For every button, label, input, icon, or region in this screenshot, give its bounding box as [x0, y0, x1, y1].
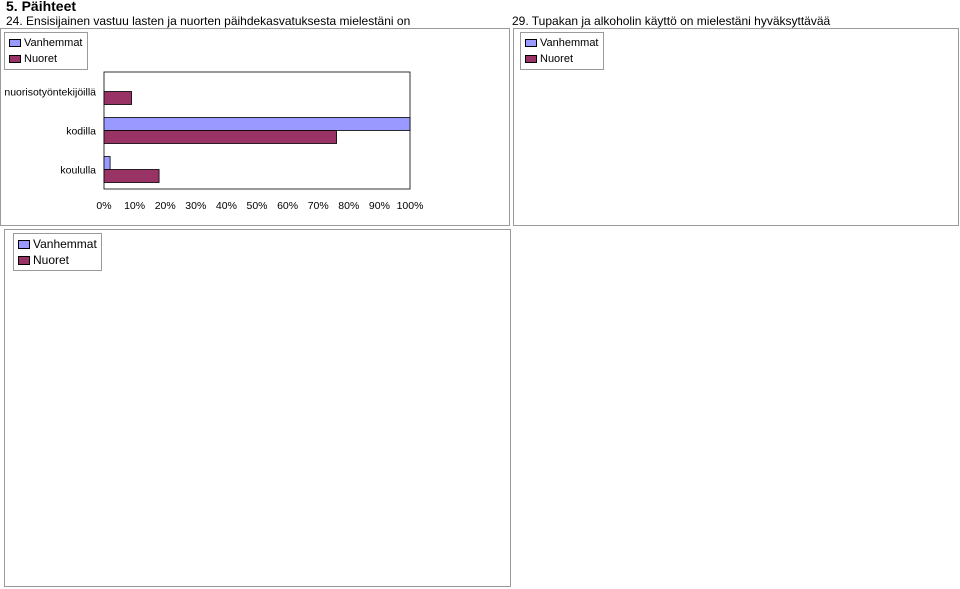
- chart1-bar-young: [103, 169, 160, 183]
- chart1-tick-label: 50%: [246, 200, 267, 212]
- legend-swatch-young: [18, 255, 30, 265]
- chart1-bar-young: [103, 130, 337, 144]
- chart1-bar-young: [103, 91, 132, 105]
- chart1-legend-item-young: Nuoret: [9, 51, 83, 67]
- legend-swatch-young: [9, 55, 21, 63]
- chart3-legend: Vanhemmat Nuoret: [13, 233, 102, 271]
- chart1-tick-label: 100%: [397, 200, 424, 212]
- chart2-title: 29. Tupakan ja alkoholin käyttö on miele…: [512, 14, 831, 28]
- chart1-tick-label: 90%: [369, 200, 390, 212]
- chart3-legend-label-older: Vanhemmat: [33, 237, 97, 251]
- chart2-legend-label-older: Vanhemmat: [540, 37, 599, 49]
- legend-swatch-older: [18, 239, 30, 249]
- chart1-tick-label: 10%: [124, 200, 145, 212]
- chart3-legend-item-older: Vanhemmat: [18, 236, 97, 252]
- chart1-category-label: koululla: [60, 165, 96, 177]
- legend-swatch-older: [9, 39, 21, 47]
- chart1-bar-older: [103, 156, 111, 170]
- chart1-tick-label: 30%: [185, 200, 206, 212]
- chart1-legend-label-older: Vanhemmat: [24, 37, 83, 49]
- legend-swatch-young: [525, 55, 537, 63]
- chart1-category-label: nuorisotyöntekijöillä: [4, 87, 96, 99]
- chart1-legend-item-older: Vanhemmat: [9, 35, 83, 51]
- chart2-legend-item-older: Vanhemmat: [525, 35, 599, 51]
- chart1-tick-label: 70%: [308, 200, 329, 212]
- chart3-legend-item-young: Nuoret: [18, 252, 97, 268]
- chart1-bar-older: [103, 117, 411, 131]
- chart1-tick-label: 60%: [277, 200, 298, 212]
- chart3-legend-label-young: Nuoret: [33, 253, 70, 267]
- chart1-legend: Vanhemmat Nuoret: [4, 32, 88, 70]
- chart1-category-label: kodilla: [66, 126, 96, 138]
- chart1-tick-label: 0%: [96, 200, 111, 212]
- chart2-legend: Vanhemmat Nuoret: [520, 32, 604, 70]
- chart1-title: 24. Ensisijainen vastuu lasten ja nuorte…: [6, 14, 411, 28]
- section-heading: 5. Päihteet: [6, 0, 77, 14]
- chart2-legend-item-young: Nuoret: [525, 51, 599, 67]
- chart1-legend-label-young: Nuoret: [24, 53, 58, 65]
- chart1-tick-label: 20%: [155, 200, 176, 212]
- legend-swatch-older: [525, 39, 537, 47]
- chart1-tick-label: 80%: [338, 200, 359, 212]
- chart1-tick-label: 40%: [216, 200, 237, 212]
- chart3-panel: [4, 229, 511, 587]
- chart2-legend-label-young: Nuoret: [540, 53, 574, 65]
